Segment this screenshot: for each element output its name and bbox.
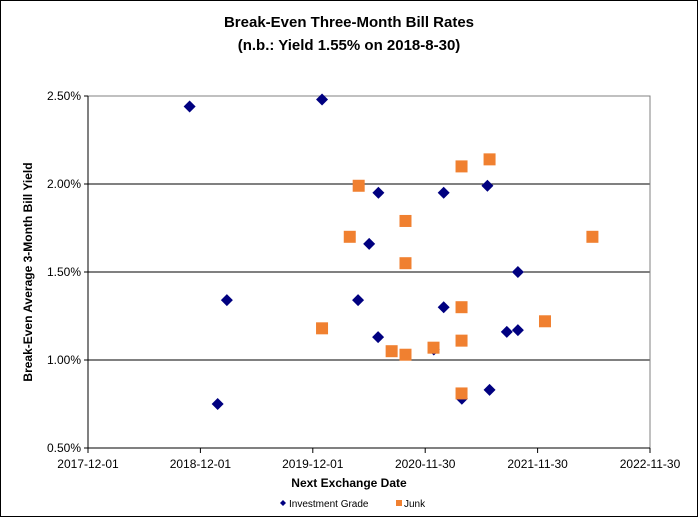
legend-square-icon bbox=[396, 500, 402, 506]
point-junk bbox=[385, 345, 398, 358]
point-investment-grade bbox=[500, 325, 513, 338]
point-junk bbox=[399, 348, 412, 361]
point-junk bbox=[352, 179, 365, 192]
point-investment-grade bbox=[372, 186, 385, 199]
point-junk bbox=[399, 214, 412, 227]
x-tick-label: 2022-11-30 bbox=[620, 457, 681, 471]
point-investment-grade bbox=[437, 301, 450, 314]
legend-investment-grade: Investment Grade bbox=[289, 499, 369, 510]
point-junk bbox=[538, 315, 551, 328]
point-investment-grade bbox=[183, 100, 196, 113]
y-tick-label: 1.50% bbox=[47, 265, 81, 279]
legend: Investment Grade Junk bbox=[280, 499, 426, 510]
x-tick-label: 2018-12-01 bbox=[170, 457, 232, 471]
point-junk bbox=[399, 257, 412, 270]
point-junk bbox=[427, 341, 440, 354]
x-tick-label: 2017-12-01 bbox=[57, 457, 119, 471]
chart-title: Break-Even Three-Month Bill Rates bbox=[224, 14, 474, 31]
point-junk bbox=[343, 230, 356, 243]
point-junk bbox=[455, 334, 468, 347]
point-junk bbox=[483, 153, 496, 166]
point-investment-grade bbox=[372, 331, 385, 344]
y-tick-label: 2.00% bbox=[47, 177, 81, 191]
point-investment-grade bbox=[481, 179, 494, 192]
point-investment-grade bbox=[363, 237, 376, 250]
point-junk bbox=[586, 230, 599, 243]
x-tick-label: 2020-11-30 bbox=[395, 457, 456, 471]
x-tick-label: 2019-12-01 bbox=[282, 457, 344, 471]
point-investment-grade bbox=[437, 186, 450, 199]
x-axis-label: Next Exchange Date bbox=[291, 476, 407, 490]
point-investment-grade bbox=[511, 266, 524, 278]
y-tick-label: 1.00% bbox=[47, 353, 81, 367]
y-axis-label: Break-Even Average 3-Month Bill Yield bbox=[21, 162, 35, 381]
chart-subtitle: (n.b.: Yield 1.55% on 2018-8-30) bbox=[238, 37, 461, 54]
point-junk bbox=[316, 322, 329, 335]
x-tick-label: 2021-11-30 bbox=[507, 457, 568, 471]
legend-diamond-icon bbox=[280, 500, 286, 506]
legend-junk: Junk bbox=[404, 499, 426, 510]
point-junk bbox=[455, 160, 468, 173]
point-junk bbox=[455, 301, 468, 314]
y-tick-label: 2.50% bbox=[47, 89, 81, 103]
point-investment-grade bbox=[211, 398, 224, 410]
point-investment-grade bbox=[483, 383, 496, 396]
point-investment-grade bbox=[352, 294, 365, 307]
point-investment-grade bbox=[220, 294, 233, 307]
y-tick-label: 0.50% bbox=[47, 441, 81, 455]
point-investment-grade bbox=[316, 93, 329, 106]
point-investment-grade bbox=[511, 324, 524, 337]
point-junk bbox=[455, 387, 468, 400]
